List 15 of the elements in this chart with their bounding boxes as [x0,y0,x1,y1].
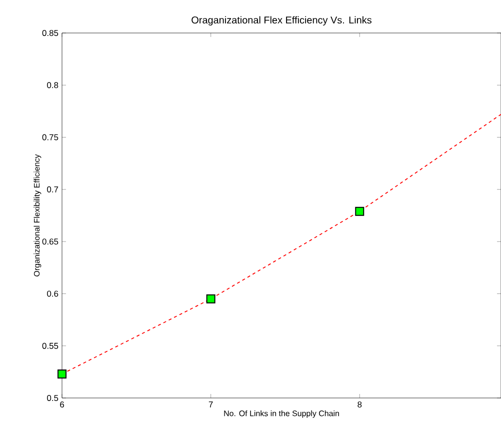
x-tick-label: 6 [60,402,64,408]
point [206,294,216,304]
chart-title: Oraganizational Flex Efficiency Vs. Links [192,16,372,26]
y-tick-label: 0.5 [47,394,58,401]
point [58,370,67,378]
y-tick-label: 0.55 [42,342,58,349]
y-tick-label: 0.85 [42,30,58,36]
y-tick-label: 0.8 [47,82,58,88]
y-tick-label: 0.7 [47,186,58,192]
x-tick-label: 7 [208,402,213,408]
y-tick-label: 0.75 [42,134,58,140]
point [355,206,364,216]
y-tick-label: 0.65 [42,238,58,245]
x-tick-label: 8 [358,402,362,408]
y-tick-label: 0.6 [47,290,58,297]
